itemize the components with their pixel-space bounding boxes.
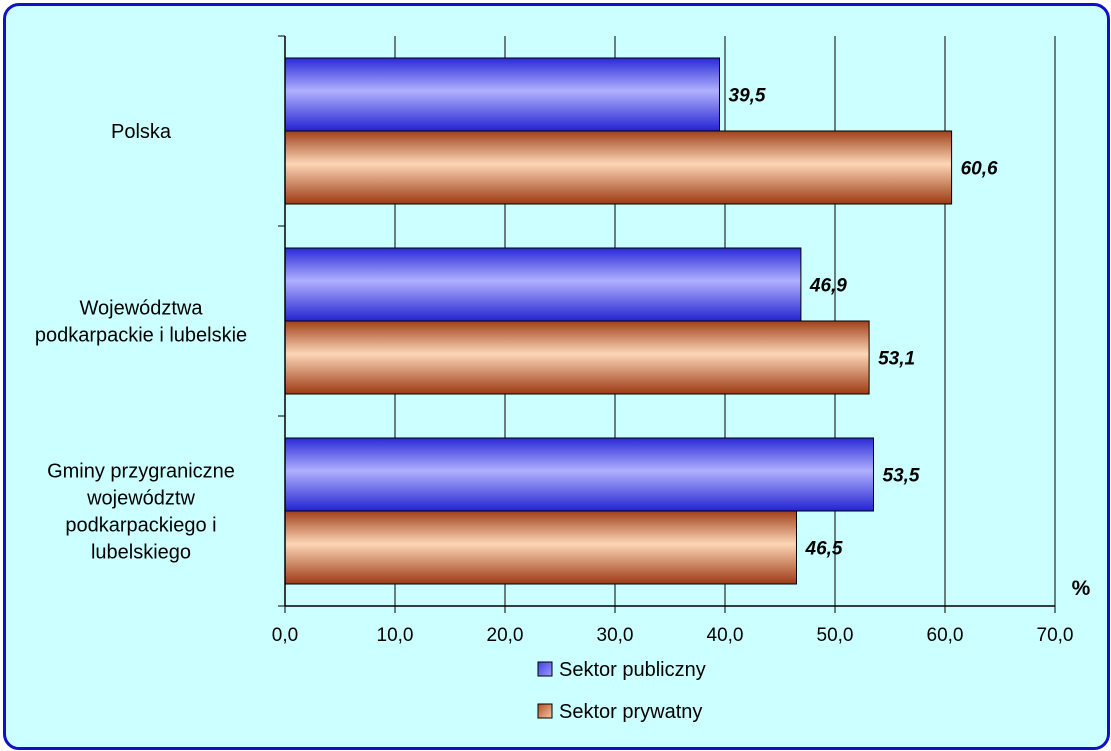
category-label: Województwa podkarpackie i lubelskie	[35, 298, 247, 347]
unit-label: %	[1072, 577, 1091, 600]
data-label: 60,6	[961, 159, 998, 180]
x-tick-label: 20,0	[487, 625, 524, 646]
data-label: 53,5	[883, 466, 920, 487]
bar-chart: 0,0 10,0 20,0 30,0 40,0 50,0 60,0 70,0 Polska Wo…	[35, 35, 1091, 723]
axes	[278, 35, 1056, 613]
chart-frame: 0,0 10,0 20,0 30,0 40,0 50,0 60,0 70,0 Polska Wo…	[3, 3, 1110, 750]
bars	[284, 57, 953, 585]
data-label: 39,5	[729, 86, 766, 107]
category-labels: Polska Województwa podkarpackie i lubelski…	[35, 121, 247, 564]
bar-sektor-prywatny	[284, 510, 797, 585]
category-label-line: Województwa	[79, 298, 203, 320]
legend: Sektor publiczny Sektor prywatny	[537, 659, 706, 723]
bar-sektor-prywatny	[284, 320, 870, 395]
bar-sektor-publiczny	[284, 437, 874, 512]
x-tick-labels: 0,0 10,0 20,0 30,0 40,0 50,0 60,0 70,0	[272, 625, 1074, 646]
category-label-line: lubelskiego	[91, 542, 191, 564]
data-label: 46,9	[809, 276, 847, 297]
category-label-line: województw	[86, 488, 195, 510]
bar-sektor-publiczny	[284, 57, 720, 132]
x-tick-label: 0,0	[272, 625, 298, 646]
legend-label: Sektor prywatny	[559, 701, 702, 723]
category-label-line: podkarpackiego i	[65, 515, 216, 537]
legend-swatch	[537, 703, 553, 719]
category-label: Polska	[111, 121, 172, 143]
x-tick-label: 10,0	[377, 625, 414, 646]
legend-swatch	[537, 661, 553, 677]
category-label: Gminy przygraniczne województw podkarpacki…	[47, 461, 235, 564]
x-tick-label: 50,0	[817, 625, 854, 646]
category-label-line: podkarpackie i lubelskie	[35, 325, 247, 347]
data-label: 46,5	[805, 539, 843, 560]
x-tick-label: 30,0	[597, 625, 634, 646]
x-tick-label: 40,0	[707, 625, 744, 646]
category-label-line: Gminy przygraniczne	[47, 461, 235, 483]
x-tick-label: 70,0	[1037, 625, 1074, 646]
category-label-line: Polska	[111, 121, 172, 143]
legend-label: Sektor publiczny	[559, 659, 706, 681]
data-labels: 39,5 60,6 46,9 53,1 53,5 46,5	[729, 86, 999, 560]
bar-sektor-publiczny	[284, 247, 802, 322]
data-label: 53,1	[878, 349, 915, 370]
bar-sektor-prywatny	[284, 130, 953, 205]
x-tick-label: 60,0	[927, 625, 964, 646]
